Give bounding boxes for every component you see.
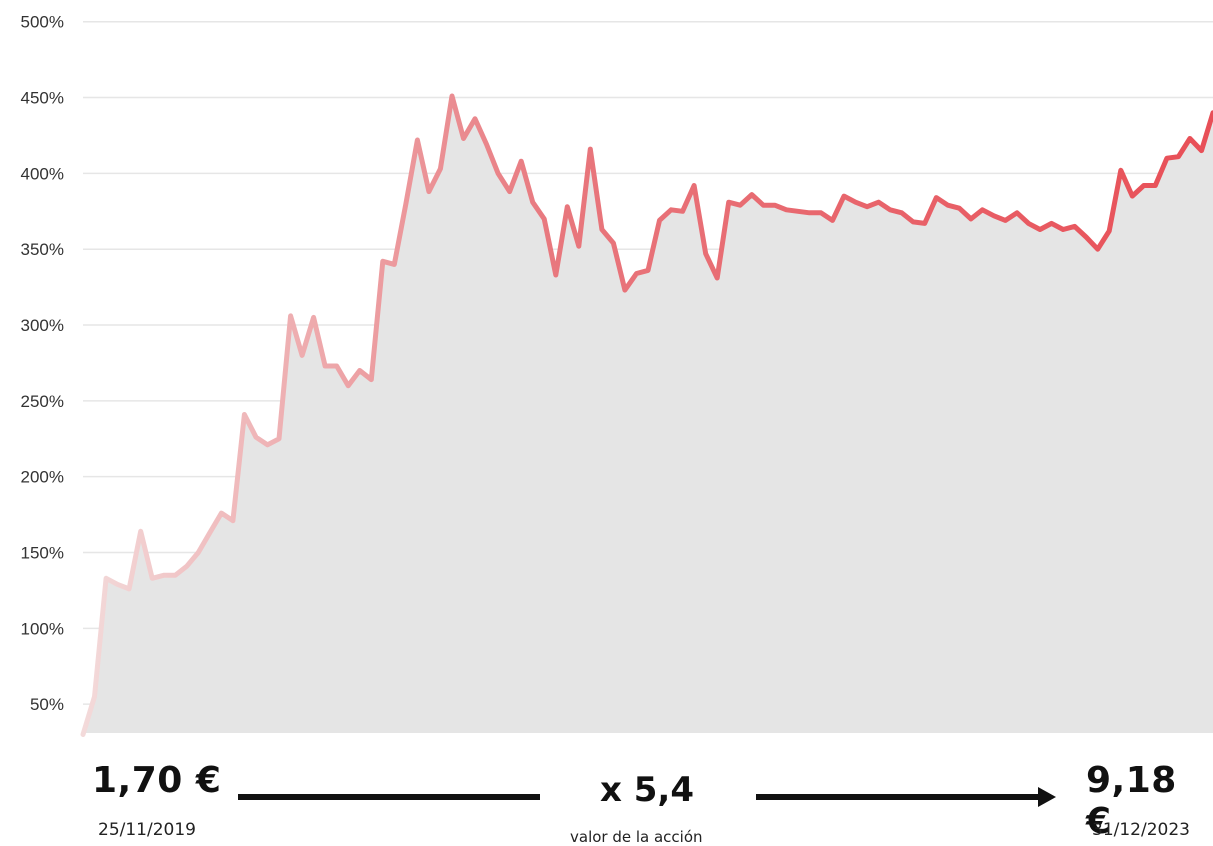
- end-price: 9,18 €: [1086, 760, 1177, 842]
- y-tick-label: 300%: [21, 316, 64, 335]
- arrow-line-right: [756, 794, 1040, 800]
- start-price: 1,70 €: [92, 760, 222, 801]
- area-fill: [83, 96, 1213, 735]
- series-line: [80, 93, 1213, 737]
- chart: 50% 100% 150% 200% 250% 300% 350% 400% 450% 500%: [21, 13, 1213, 737]
- price-line: [80, 93, 1213, 737]
- multiplier: x 5,4: [600, 770, 694, 810]
- arrow-line-left: [238, 794, 540, 800]
- caption: valor de la acción: [570, 828, 703, 846]
- y-tick-label: 250%: [21, 392, 64, 411]
- y-tick-label: 500%: [21, 13, 64, 32]
- end-date: 31/12/2023: [1092, 820, 1190, 840]
- y-tick-label: 450%: [21, 89, 64, 108]
- y-tick-label: 100%: [21, 619, 64, 638]
- y-tick-label: 350%: [21, 240, 64, 259]
- y-axis-ticks: 50% 100% 150% 200% 250% 300% 350% 400% 450% 500%: [21, 13, 64, 714]
- y-tick-label: 400%: [21, 164, 64, 183]
- y-tick-label: 150%: [21, 544, 64, 563]
- arrow-head-icon: [1038, 787, 1056, 807]
- start-date: 25/11/2019: [98, 820, 196, 840]
- y-tick-label: 200%: [21, 468, 64, 487]
- y-tick-label: 50%: [30, 695, 64, 714]
- summary-panel: 1,70 € 25/11/2019 x 5,4 valor de la acci…: [0, 740, 1213, 846]
